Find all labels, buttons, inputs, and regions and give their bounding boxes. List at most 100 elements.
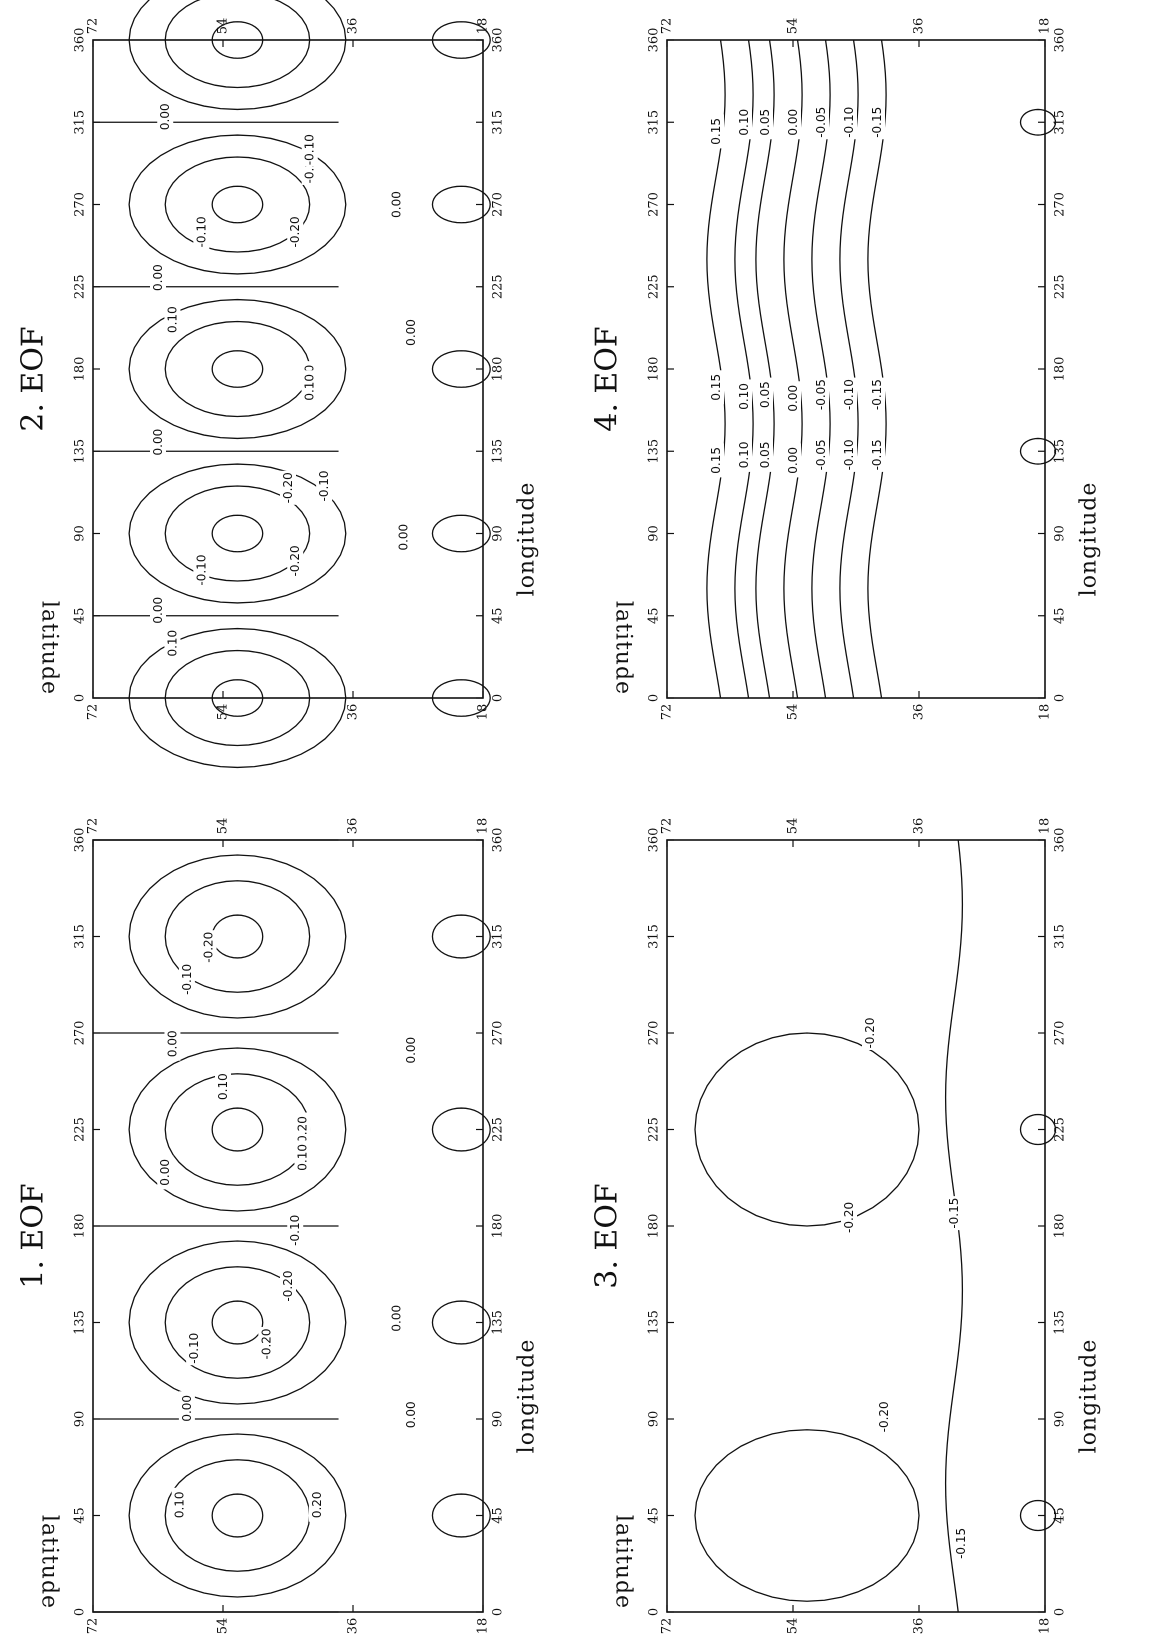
contour-core (211, 679, 264, 717)
contour-label-bg (841, 437, 857, 472)
lat-tick-label-bottom: 36 (346, 704, 361, 721)
lat-tick-label-bottom: 18 (1038, 704, 1053, 721)
contour-label: 0.00 (151, 597, 165, 624)
contour-label: 0.10 (737, 109, 751, 136)
contour-label: -0.10 (842, 379, 856, 410)
contour-label-bg (402, 1397, 419, 1432)
contour-label-bg (301, 370, 318, 405)
contour-mid (164, 0, 311, 89)
contour-low (431, 185, 491, 224)
contour-mid (164, 1266, 311, 1379)
contour-label-bg (258, 1326, 275, 1361)
lon-tick-label-left: 270 (73, 192, 88, 217)
contour-label-bg (178, 962, 195, 997)
lon-tick-label-left: 90 (73, 525, 88, 542)
lon-tick-label-left: 45 (647, 1507, 662, 1524)
lat-tick-label-bottom: 18 (476, 704, 491, 721)
contour-label-bg (287, 1213, 304, 1248)
lon-tick-label-left: 270 (73, 1021, 88, 1046)
lon-tick-label-right: 360 (491, 28, 506, 53)
lon-tick-label-left: 360 (647, 28, 662, 53)
contour-label-bg (178, 1391, 195, 1426)
panel-eof-3: 0 0 45 45 90 90 135 135 180 180 225 225 270 270 315 315… (590, 818, 1102, 1635)
contour-label: -0.10 (842, 107, 856, 138)
contour-label-bg (813, 377, 829, 412)
contour-label: 0.00 (151, 429, 165, 456)
contour-label: -0.10 (317, 470, 331, 501)
lon-tick-label-left: 315 (73, 924, 88, 949)
contour-label-bg (200, 930, 217, 965)
lon-tick-label-right: 360 (491, 828, 506, 853)
lon-tick-label-left: 90 (73, 1411, 88, 1428)
contour-low (431, 1300, 491, 1345)
contour-mid (164, 649, 311, 747)
contour-label-bg (708, 443, 724, 478)
contour-label: 0.00 (786, 447, 800, 474)
lat-tick-label-bottom: 54 (786, 1618, 801, 1635)
lat-tick-label-top: 36 (346, 818, 361, 835)
lon-tick-label-right: 90 (491, 525, 506, 542)
lon-tick-label-right: 180 (491, 1214, 506, 1239)
lon-tick-label-right: 90 (1053, 525, 1068, 542)
lon-tick-label-left: 45 (73, 1507, 88, 1524)
contour-level-5 (839, 39, 859, 699)
contour-label: 0.00 (389, 1305, 403, 1332)
contour-label-bg (757, 437, 773, 472)
contour-label: 0.05 (758, 109, 772, 136)
contour-label-bg (736, 105, 752, 140)
contour-low (1019, 437, 1057, 465)
lon-tick-label-left: 135 (647, 439, 662, 464)
lon-tick-label-right: 180 (1053, 1214, 1068, 1239)
lon-tick-label-left: 180 (73, 1214, 88, 1239)
lon-tick-label-left: 225 (647, 274, 662, 299)
contour-label: 0.00 (404, 319, 418, 346)
contour-label-bg (869, 105, 885, 140)
panel-title: 1. EOF (16, 1183, 51, 1288)
lat-tick-label-bottom: 36 (912, 1618, 927, 1635)
lat-tick-label-top: 36 (912, 818, 927, 835)
contour-label-bg (953, 1526, 969, 1561)
lat-tick-label-top: 18 (1038, 18, 1053, 35)
contour-label: 0.00 (786, 109, 800, 136)
lat-tick-label-bottom: 54 (216, 704, 231, 721)
contour-label: 0.00 (158, 1159, 172, 1186)
panel-eof-4: 0 0 45 45 90 90 135 135 180 180 225 225 270 270 315 315… (590, 18, 1102, 721)
lon-tick-label-right: 225 (491, 274, 506, 299)
contour-label-bg (171, 1487, 188, 1522)
lon-tick-label-right: 135 (1053, 439, 1068, 464)
contour-core (211, 21, 264, 59)
contour-label: 0.10 (173, 1491, 187, 1518)
contour-mid (164, 880, 311, 993)
contour-low (431, 350, 491, 388)
contour-label: 0.05 (758, 442, 772, 469)
contour-label-bg (869, 377, 885, 412)
contour-label: -0.10 (842, 439, 856, 470)
lon-tick-label-right: 270 (1053, 1021, 1068, 1046)
lon-tick-label-right: 225 (1053, 1117, 1068, 1142)
lat-tick-label-top: 54 (786, 18, 801, 35)
contour-label-bg (280, 470, 296, 505)
contour-label-bg (150, 260, 166, 295)
contour-low (431, 1107, 491, 1152)
contour-label-bg (150, 425, 166, 460)
lat-tick-label-bottom: 18 (476, 1618, 491, 1635)
lon-tick-label-right: 135 (491, 439, 506, 464)
contour-label-bg (757, 105, 773, 140)
contour-label: -0.05 (814, 379, 828, 410)
contour-mid (164, 485, 311, 582)
x-axis-title: longitude (515, 1339, 540, 1454)
contour-label-bg (164, 302, 181, 337)
lon-tick-label-right: 135 (491, 1310, 506, 1335)
contour-core (211, 1300, 264, 1345)
lon-tick-label-left: 0 (73, 1608, 88, 1616)
contour-label: -0.20 (202, 932, 216, 963)
lat-tick-label-bottom: 72 (86, 704, 101, 721)
contour-low (431, 679, 491, 717)
contour-label-bg (186, 1331, 203, 1366)
lon-tick-label-right: 315 (1053, 110, 1068, 135)
lat-tick-label-bottom: 54 (216, 1618, 231, 1635)
contour-label: -0.20 (842, 1202, 856, 1233)
contour-level-6 (867, 39, 887, 699)
contour-level-2 (755, 39, 775, 699)
contour-label-bg (841, 105, 857, 140)
